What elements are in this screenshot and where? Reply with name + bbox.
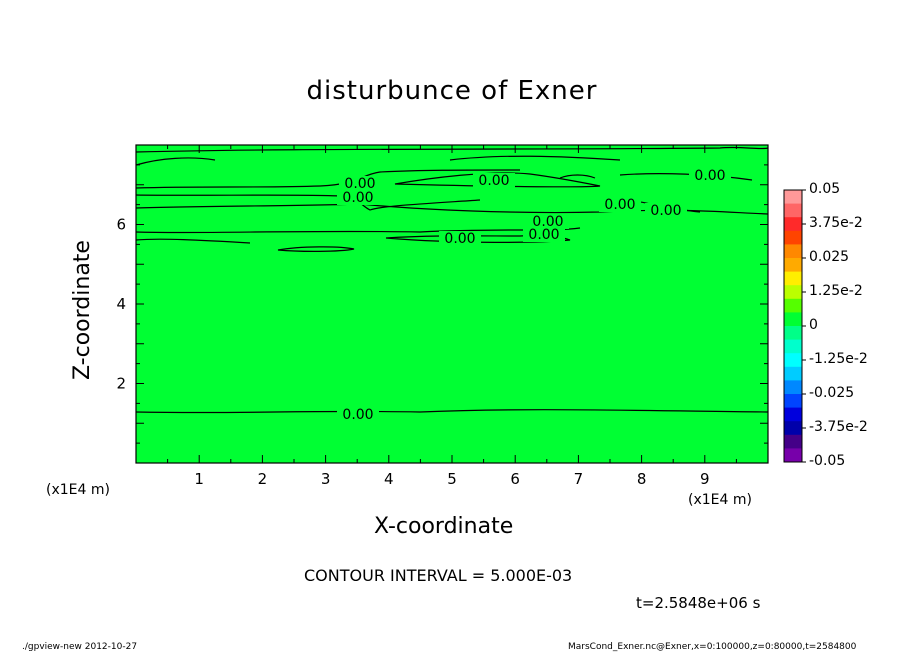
colorbar-swatch xyxy=(784,217,802,232)
contour-label-bg xyxy=(599,197,641,212)
contour-label-bg xyxy=(473,173,515,188)
contour-label-bg xyxy=(339,176,381,191)
contour-label-bg xyxy=(337,407,379,422)
contour-label-bg xyxy=(523,227,565,242)
contour-label: 0.00 xyxy=(478,173,509,189)
x-tick-label: 7 xyxy=(574,470,584,488)
colorbar-label: 0 xyxy=(809,317,818,333)
contour-line xyxy=(619,173,753,181)
contour-line xyxy=(449,155,621,161)
colorbar-swatch xyxy=(784,434,802,449)
colorbar-label: 3.75e-2 xyxy=(809,215,863,231)
y-tick-label: 2 xyxy=(116,375,126,393)
contour-label: 0.00 xyxy=(604,197,635,213)
colorbar-swatch xyxy=(784,407,802,422)
colorbar-swatch xyxy=(784,203,802,218)
x-unit-label-right: (x1E4 m) xyxy=(688,492,752,508)
x-axis-label: X-coordinate xyxy=(374,514,514,539)
x-tick-label: 6 xyxy=(510,470,520,488)
colorbar-swatch xyxy=(784,312,802,327)
colorbar-swatch xyxy=(784,421,802,436)
colorbar-label: -0.025 xyxy=(809,385,855,401)
contour-line xyxy=(135,157,216,166)
x-tick-label: 2 xyxy=(258,470,268,488)
contour-label-bg xyxy=(439,231,481,246)
colorbar-swatch xyxy=(784,230,802,245)
y-tick-label: 6 xyxy=(116,216,126,234)
colorbar-swatch xyxy=(784,244,802,259)
x-tick-label: 4 xyxy=(384,470,394,488)
time-label: t=2.5848e+06 s xyxy=(636,594,761,612)
contour-line xyxy=(559,174,596,179)
contour-line xyxy=(135,238,251,244)
colorbar-label: -0.05 xyxy=(809,453,846,469)
colorbar-label: 0.025 xyxy=(809,249,850,265)
contour-label: 0.00 xyxy=(528,227,559,243)
x-tick-label: 3 xyxy=(321,470,331,488)
x-tick-label: 1 xyxy=(194,470,204,488)
colorbar-label: 1.25e-2 xyxy=(809,283,863,299)
contour-label-bg xyxy=(337,190,379,205)
contour-label-bg xyxy=(645,203,687,218)
x-tick-label: 8 xyxy=(637,470,647,488)
contour-label-bg xyxy=(689,168,731,183)
footer-left: ./gpview-new 2012-10-27 xyxy=(22,642,138,652)
colorbar-swatch xyxy=(784,448,802,463)
colorbar-swatch xyxy=(784,326,802,341)
colorbar-swatch xyxy=(784,271,802,286)
x-tick-label: 9 xyxy=(700,470,710,488)
colorbar-label: 0.05 xyxy=(809,181,841,197)
y-axis-label: Z-coordinate xyxy=(70,240,95,380)
contour-label: 0.00 xyxy=(444,231,475,247)
colorbar-swatch xyxy=(784,394,802,409)
contour-label: 0.00 xyxy=(694,168,725,184)
y-tick-label: 4 xyxy=(116,295,126,313)
colorbar-label: -3.75e-2 xyxy=(809,419,868,435)
x-tick-label: 5 xyxy=(447,470,457,488)
chart-title: disturbunce of Exner xyxy=(306,76,598,106)
contour-label-bg xyxy=(527,214,569,229)
contour-label: 0.00 xyxy=(650,203,681,219)
colorbar-swatch xyxy=(784,285,802,300)
contour-interval-text: CONTOUR INTERVAL = 5.000E-03 xyxy=(304,566,573,585)
contour-fill xyxy=(136,145,768,463)
colorbar-swatch xyxy=(784,380,802,395)
contour-label: 0.00 xyxy=(342,407,373,423)
x-unit-label-left: (x1E4 m) xyxy=(46,482,110,498)
footer-right: MarsCond_Exner.nc@Exner,x=0:100000,z=0:8… xyxy=(568,642,857,652)
contour-label: 0.00 xyxy=(532,214,563,230)
contour-line xyxy=(277,246,355,252)
colorbar-swatch xyxy=(784,366,802,381)
contour-label: 0.00 xyxy=(342,190,373,206)
colorbar-swatch xyxy=(784,353,802,368)
contour-line xyxy=(135,409,769,414)
contour-line xyxy=(135,146,769,153)
colorbar-swatch xyxy=(784,298,802,313)
colorbar-swatch xyxy=(784,190,802,205)
contour-label: 0.00 xyxy=(344,176,375,192)
colorbar-swatch xyxy=(784,258,802,273)
colorbar-swatch xyxy=(784,339,802,354)
colorbar-label: -1.25e-2 xyxy=(809,351,868,367)
